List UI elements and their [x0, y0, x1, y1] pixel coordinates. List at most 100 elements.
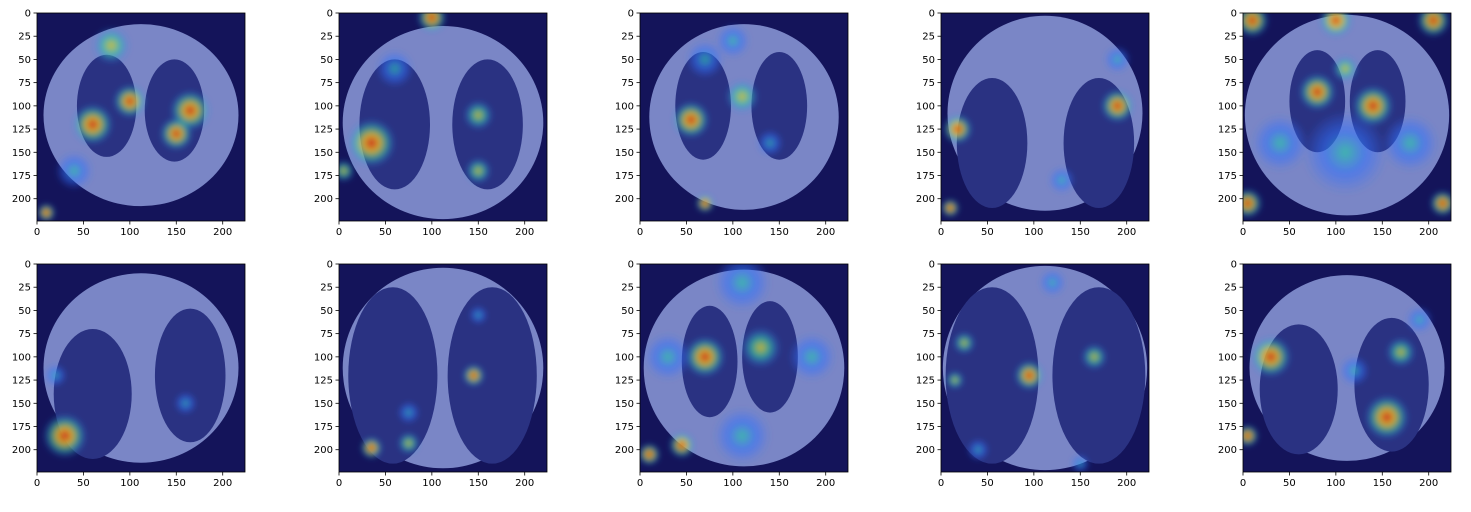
y-tick-label: 0 — [929, 260, 935, 271]
y-tick-label: 200 — [916, 194, 935, 205]
y-tick-label: 75 — [1224, 329, 1237, 340]
y-tick-label: 200 — [916, 445, 935, 456]
axes-frame — [1242, 263, 1452, 473]
y-tick-label: 125 — [1218, 376, 1237, 387]
x-tick-label: 50 — [680, 478, 693, 489]
x-tick-label: 0 — [336, 478, 342, 489]
gradcam-overlay — [360, 305, 488, 459]
y-tick-label: 75 — [18, 329, 31, 340]
axes-frame — [940, 263, 1150, 473]
ct-heatmap-panel-4: 0 50 100 150 200 0 25 50 75 100 125 150 175 200 — [916, 9, 1150, 238]
y-tick-label: 25 — [320, 283, 333, 294]
x-tick-label: 100 — [422, 227, 441, 238]
y-tick-label: 25 — [922, 32, 935, 43]
ct-scan-image — [1243, 13, 1451, 221]
x-tick-label: 0 — [938, 227, 944, 238]
ct-scan-image — [37, 264, 245, 472]
y-tick-label: 75 — [1224, 78, 1237, 89]
ct-scan-image — [640, 13, 848, 221]
y-tick-label: 150 — [314, 399, 333, 410]
x-tick-label: 0 — [336, 227, 342, 238]
x-tick-label: 100 — [1326, 227, 1345, 238]
y-tick-label: 75 — [621, 78, 634, 89]
ct-heatmap-panel-6: 0 50 100 150 200 0 25 50 75 100 125 150 175 200 — [12, 260, 246, 489]
x-tick-label: 50 — [77, 478, 90, 489]
y-tick-label: 100 — [615, 101, 634, 112]
y-tick-label: 125 — [615, 125, 634, 136]
x-tick-label: 100 — [1024, 227, 1043, 238]
y-tick-label: 175 — [615, 171, 634, 182]
y-tick-label: 100 — [12, 101, 31, 112]
x-tick-label: 200 — [515, 478, 534, 489]
y-tick-label: 150 — [916, 148, 935, 159]
y-tick-label: 200 — [615, 445, 634, 456]
x-tick-label: 150 — [770, 478, 789, 489]
y-tick-label: 25 — [621, 32, 634, 43]
ct-scan-image — [339, 13, 547, 221]
gradcam-overlay — [640, 264, 835, 466]
y-tick-label: 125 — [314, 125, 333, 136]
y-tick-label: 75 — [922, 78, 935, 89]
x-tick-label: 0 — [34, 227, 40, 238]
y-tick-label: 150 — [615, 399, 634, 410]
axes-frame — [36, 12, 246, 222]
axes-frame — [36, 263, 246, 473]
y-tick-label: 100 — [916, 352, 935, 363]
axes-frame — [338, 263, 548, 473]
x-tick-label: 50 — [379, 478, 392, 489]
y-tick-label: 200 — [615, 194, 634, 205]
y-tick-label: 125 — [615, 376, 634, 387]
ct-scan-image — [941, 264, 1149, 472]
ct-heatmap-panel-3: 0 50 100 150 200 0 25 50 75 100 125 150 175 200 — [615, 9, 849, 238]
y-tick-label: 50 — [1224, 55, 1237, 66]
y-tick-label: 125 — [916, 376, 935, 387]
y-tick-label: 50 — [320, 306, 333, 317]
ct-scan-image — [640, 264, 848, 472]
ct-heatmap-panel-1: 0 50 100 150 200 0 25 50 75 100 125 150 175 200 — [12, 9, 246, 238]
x-tick-label: 200 — [816, 478, 835, 489]
x-tick-label: 50 — [1283, 227, 1296, 238]
y-tick-label: 50 — [320, 55, 333, 66]
y-tick-label: 0 — [327, 9, 333, 20]
ct-scan-image — [339, 264, 547, 472]
ct-heatmap-panel-10: 0 50 100 150 200 0 25 50 75 100 125 150 175 200 — [1218, 260, 1452, 489]
x-tick-label: 50 — [1283, 478, 1296, 489]
axes-frame — [639, 263, 849, 473]
x-tick-label: 100 — [120, 227, 139, 238]
axes-frame — [940, 12, 1150, 222]
gradcam-overlay — [42, 364, 197, 459]
ct-heatmap-panel-7: 0 50 100 150 200 0 25 50 75 100 125 150 175 200 — [314, 260, 548, 489]
y-tick-label: 50 — [621, 306, 634, 317]
gradcam-overlay — [941, 46, 1135, 218]
x-tick-label: 150 — [1373, 227, 1392, 238]
y-tick-label: 125 — [314, 376, 333, 387]
y-tick-label: 150 — [1218, 399, 1237, 410]
y-tick-label: 200 — [314, 194, 333, 205]
y-tick-label: 100 — [12, 352, 31, 363]
x-tick-label: 200 — [1419, 227, 1438, 238]
x-tick-label: 150 — [1071, 478, 1090, 489]
x-tick-label: 100 — [1326, 478, 1345, 489]
y-tick-label: 200 — [12, 194, 31, 205]
y-tick-label: 150 — [615, 148, 634, 159]
y-tick-label: 0 — [628, 260, 634, 271]
x-tick-label: 150 — [469, 478, 488, 489]
y-tick-label: 175 — [314, 171, 333, 182]
y-tick-label: 50 — [922, 55, 935, 66]
x-tick-label: 200 — [1117, 227, 1136, 238]
x-tick-label: 200 — [515, 227, 534, 238]
y-tick-label: 0 — [929, 9, 935, 20]
gradcam-overlay — [37, 26, 211, 221]
gradcam-overlay — [1243, 306, 1433, 447]
y-tick-label: 100 — [314, 352, 333, 363]
y-tick-label: 175 — [1218, 171, 1237, 182]
axes-frame — [639, 12, 849, 222]
y-tick-label: 175 — [12, 171, 31, 182]
y-tick-label: 200 — [1218, 194, 1237, 205]
y-tick-label: 175 — [314, 422, 333, 433]
y-tick-label: 25 — [320, 32, 333, 43]
x-tick-label: 0 — [1240, 227, 1246, 238]
x-tick-label: 100 — [723, 227, 742, 238]
y-tick-label: 200 — [12, 445, 31, 456]
